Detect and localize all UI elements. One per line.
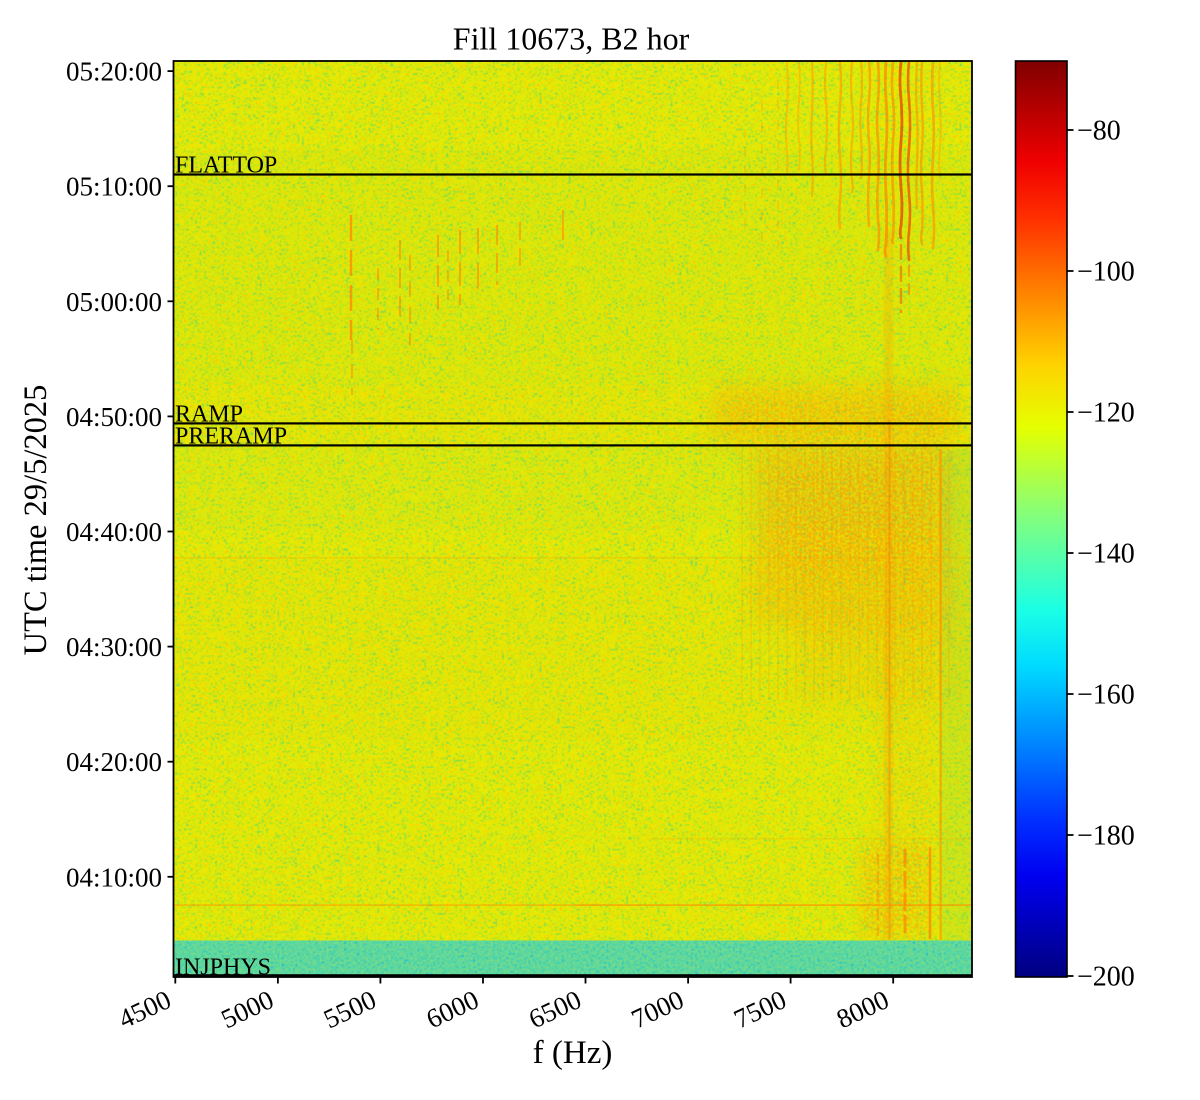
svg-text:6500: 6500 (524, 984, 586, 1034)
svg-text:8000: 8000 (832, 984, 894, 1034)
svg-text:05:10:00: 05:10:00 (66, 172, 162, 202)
svg-text:−200: −200 (1077, 962, 1135, 993)
svg-text:04:50:00: 04:50:00 (66, 402, 162, 432)
svg-text:f (Hz): f (Hz) (533, 1035, 613, 1071)
svg-text:04:10:00: 04:10:00 (66, 862, 162, 892)
svg-text:PRERAMP: PRERAMP (175, 424, 287, 450)
svg-text:−180: −180 (1077, 821, 1135, 852)
svg-text:Fill 10673, B2 hor: Fill 10673, B2 hor (453, 21, 690, 57)
svg-text:5000: 5000 (217, 984, 279, 1034)
svg-text:05:00:00: 05:00:00 (66, 287, 162, 317)
svg-text:FLATTOP: FLATTOP (175, 153, 277, 179)
svg-text:04:30:00: 04:30:00 (66, 632, 162, 662)
svg-text:7500: 7500 (729, 984, 791, 1034)
svg-text:04:20:00: 04:20:00 (66, 747, 162, 777)
svg-text:6000: 6000 (422, 984, 484, 1034)
svg-text:−140: −140 (1077, 539, 1135, 570)
svg-text:05:20:00: 05:20:00 (66, 57, 162, 87)
svg-text:−160: −160 (1077, 680, 1135, 711)
svg-text:4500: 4500 (114, 984, 176, 1034)
svg-text:5500: 5500 (319, 984, 381, 1034)
svg-text:04:40:00: 04:40:00 (66, 517, 162, 547)
svg-text:−120: −120 (1077, 398, 1135, 429)
svg-text:7000: 7000 (627, 984, 689, 1034)
svg-text:UTC time 29/5/2025: UTC time 29/5/2025 (18, 385, 54, 656)
svg-text:RAMP: RAMP (175, 402, 243, 428)
svg-text:−100: −100 (1077, 257, 1135, 288)
svg-text:−80: −80 (1077, 116, 1121, 147)
